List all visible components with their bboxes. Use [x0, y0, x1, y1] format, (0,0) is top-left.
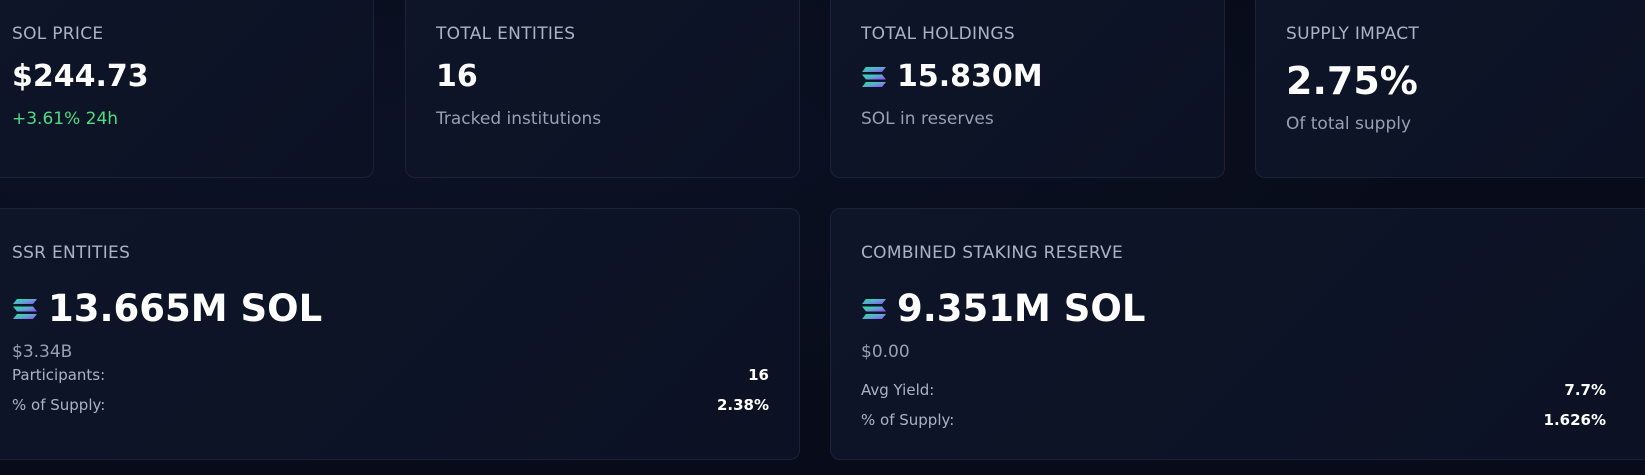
solana-logo-icon — [861, 66, 887, 88]
ssr-supply-value: 2.38% — [716, 396, 769, 414]
supply-impact-card: SUPPLY IMPACT 2.75% Of total supply — [1255, 0, 1645, 178]
total-holdings-value: 15.830M — [897, 59, 1043, 94]
supply-impact-label: SUPPLY IMPACT — [1286, 24, 1420, 44]
total-holdings-value-row: 15.830M — [861, 59, 1043, 94]
sol-price-card: SOL PRICE $244.73 +3.61% 24h — [0, 0, 374, 178]
total-holdings-sub: SOL in reserves — [861, 109, 994, 129]
total-entities-value: 16 — [436, 59, 478, 94]
avg-yield-value: 7.7% — [1564, 381, 1606, 399]
combined-staking-value: 9.351M SOL — [897, 287, 1146, 330]
solana-logo-icon — [12, 298, 38, 320]
sol-price-change: +3.61% 24h — [12, 109, 119, 129]
participants-value: 16 — [748, 366, 769, 384]
avg-yield-label: Avg Yield: — [861, 381, 935, 399]
combined-staking-label: COMBINED STAKING RESERVE — [861, 243, 1124, 263]
ssr-entities-card: SSR ENTITIES 13.665M SOL $3.34B Particip… — [0, 208, 800, 460]
total-holdings-card: TOTAL HOLDINGS 15.830M SOL in reserves — [830, 0, 1225, 178]
ssr-entities-label: SSR ENTITIES — [12, 243, 131, 263]
ssr-entities-value: 13.665M SOL — [48, 287, 323, 330]
participants-label: Participants: — [12, 366, 106, 384]
sol-price-label: SOL PRICE — [12, 24, 104, 44]
combined-staking-usd: $0.00 — [861, 342, 910, 362]
supply-impact-value: 2.75% — [1286, 59, 1418, 103]
ssr-entities-value-row: 13.665M SOL — [12, 287, 322, 330]
combined-staking-card: COMBINED STAKING RESERVE 9.351M SOL $0.0… — [830, 208, 1645, 460]
ssr-supply-label: % of Supply: — [12, 396, 106, 414]
total-holdings-label: TOTAL HOLDINGS — [861, 24, 1015, 44]
sol-price-value: $244.73 — [12, 59, 149, 94]
combined-supply-value: 1.626% — [1543, 411, 1606, 429]
ssr-entities-usd: $3.34B — [12, 342, 73, 362]
total-entities-sub: Tracked institutions — [436, 109, 602, 129]
combined-supply-label: % of Supply: — [861, 411, 955, 429]
combined-staking-value-row: 9.351M SOL — [861, 287, 1145, 330]
total-entities-label: TOTAL ENTITIES — [436, 24, 576, 44]
supply-impact-sub: Of total supply — [1286, 114, 1412, 134]
total-entities-card: TOTAL ENTITIES 16 Tracked institutions — [405, 0, 800, 178]
solana-logo-icon — [861, 298, 887, 320]
